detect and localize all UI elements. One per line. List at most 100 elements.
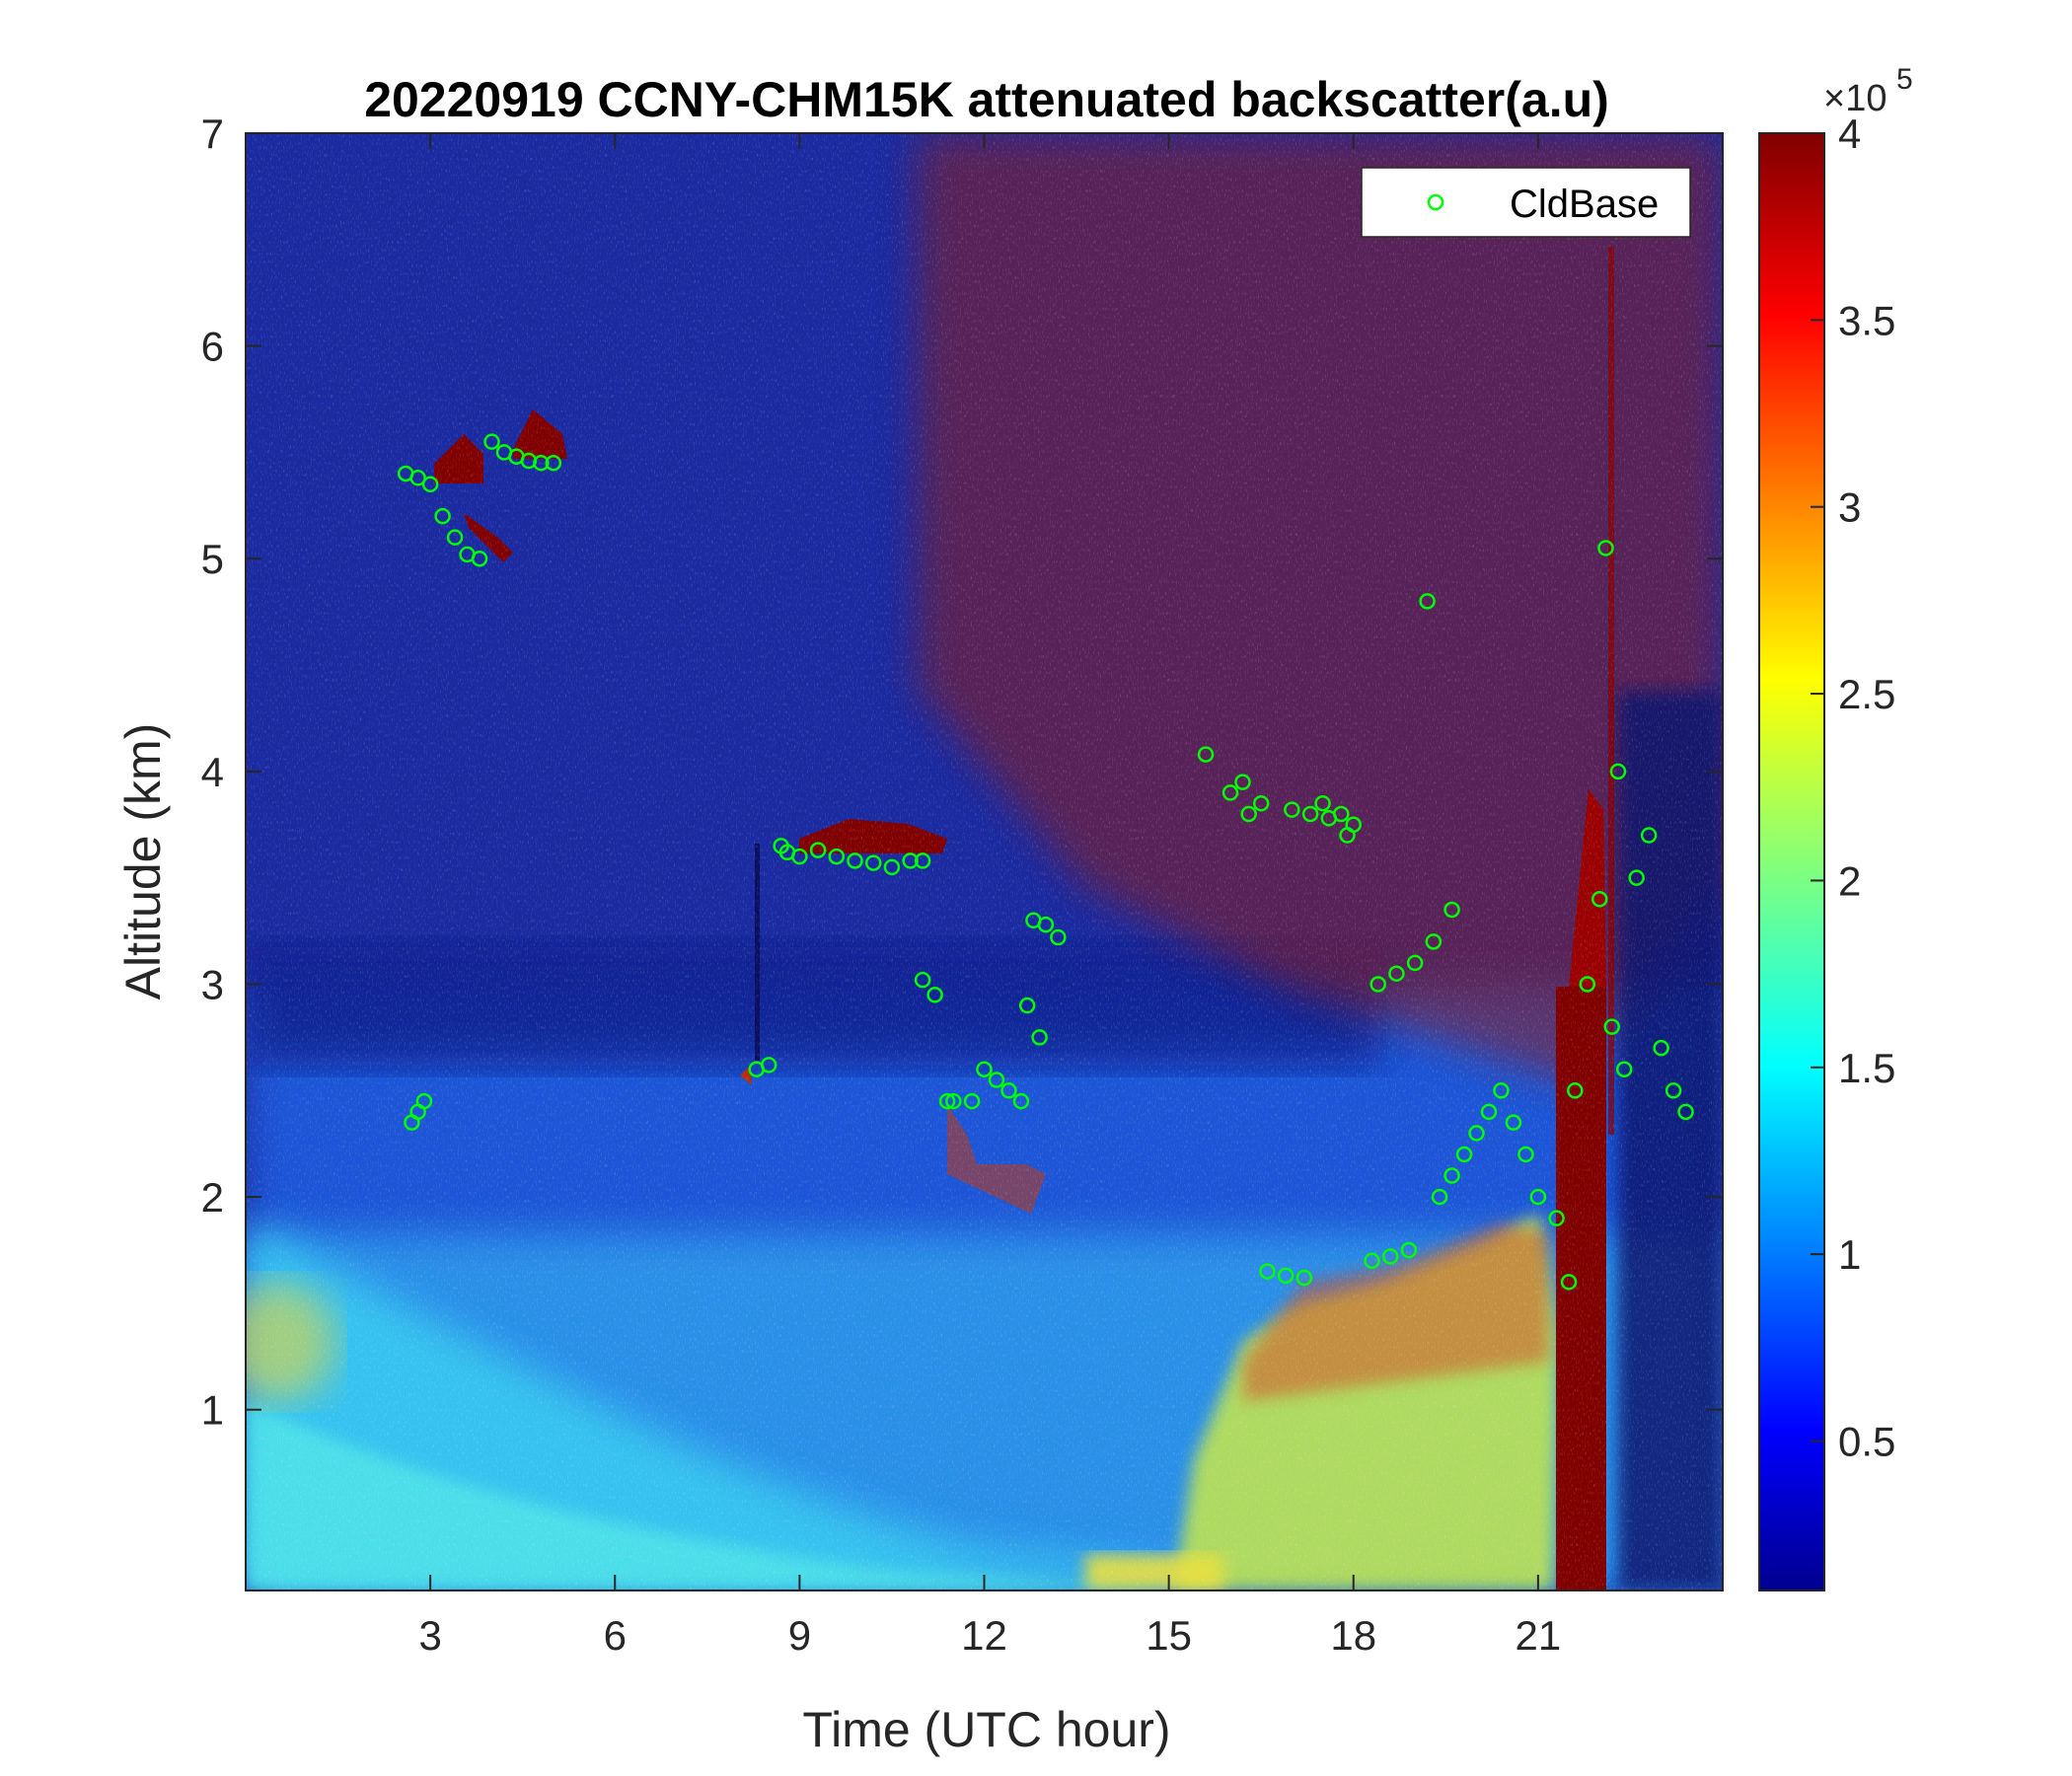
cldbase-point bbox=[1468, 1125, 1485, 1142]
cldbase-point bbox=[914, 971, 931, 989]
cldbase-point bbox=[1567, 1082, 1584, 1099]
cldbase-point bbox=[1364, 1252, 1380, 1270]
chart-title: 20220919 CCNY-CHM15K attenuated backscat… bbox=[364, 72, 1609, 127]
cldbase-point bbox=[545, 454, 562, 472]
cldbase-point bbox=[1615, 1061, 1633, 1077]
cldbase-point bbox=[809, 842, 827, 858]
cldbase-point bbox=[1603, 1018, 1620, 1035]
x-axis-label: Time (UTC hour) bbox=[802, 1702, 1170, 1757]
cldbase-point bbox=[1505, 1114, 1522, 1131]
x-tick-label: 3 bbox=[418, 1612, 441, 1659]
cldbase-point bbox=[1443, 1167, 1460, 1184]
cldbase-point bbox=[883, 858, 901, 876]
colorbar-frame bbox=[1758, 132, 1825, 1591]
cldbase-point bbox=[791, 848, 808, 865]
cldbase-point bbox=[446, 529, 464, 546]
y-tick-label: 6 bbox=[201, 324, 224, 370]
cldbase-point bbox=[1339, 827, 1356, 844]
y-tick-label: 2 bbox=[201, 1174, 224, 1221]
cldbase-point bbox=[1240, 805, 1257, 823]
y-axis-label: Altitude (km) bbox=[115, 723, 171, 1000]
cldbase-point bbox=[1369, 976, 1386, 993]
cldbase-point bbox=[1609, 763, 1627, 780]
cldbase-point bbox=[963, 1092, 981, 1110]
cldbase-point bbox=[1234, 774, 1251, 790]
cldbase-point bbox=[1443, 901, 1460, 919]
cldbase-point bbox=[1653, 1039, 1669, 1057]
cldbase-point bbox=[1579, 976, 1596, 993]
cldbase-point bbox=[988, 1072, 1005, 1088]
legend-entry-cldbase: CldBase bbox=[1510, 183, 1659, 226]
cldbase-point bbox=[1050, 928, 1067, 946]
cldbase-point bbox=[1597, 540, 1614, 556]
cldbase-point bbox=[1400, 1241, 1418, 1259]
legend: CldBase bbox=[1361, 167, 1691, 238]
colorbar-exponent-base: ×10 bbox=[1823, 78, 1887, 119]
colorbar-tick-label: 2 bbox=[1838, 857, 1861, 904]
cldbase-point bbox=[1419, 593, 1436, 610]
x-tick-label: 6 bbox=[604, 1612, 627, 1659]
y-tick-label: 7 bbox=[201, 111, 224, 157]
cldbase-point bbox=[1037, 916, 1055, 933]
cldbase-point bbox=[1677, 1103, 1694, 1121]
x-tick-label: 9 bbox=[788, 1612, 811, 1659]
cldbase-point bbox=[1018, 997, 1036, 1014]
colorbar-gradient bbox=[1759, 133, 1824, 1591]
cldbase-point bbox=[828, 848, 846, 865]
cldbase-point bbox=[864, 854, 882, 871]
cldbase-point bbox=[1548, 1210, 1565, 1226]
cldbase-point bbox=[1000, 1082, 1017, 1099]
colorbar-tick-label: 3.5 bbox=[1838, 297, 1895, 343]
cldbase-point bbox=[1295, 1269, 1313, 1287]
cldbase-point bbox=[1301, 805, 1319, 823]
x-tick-label: 18 bbox=[1330, 1612, 1376, 1659]
cldbase-point bbox=[847, 852, 863, 869]
colorbar-tick-label: 4 bbox=[1838, 111, 1861, 157]
cldbase-point bbox=[1381, 1248, 1399, 1265]
colorbar: 0.5 1 1.5 2 2.5 3 3.5 4 ×10 5 bbox=[1758, 63, 1913, 1591]
cldbase-point bbox=[1259, 1263, 1276, 1280]
colorbar-tick-label: 1.5 bbox=[1838, 1045, 1895, 1091]
y-tick-label: 5 bbox=[201, 536, 224, 582]
cldbase-point bbox=[902, 852, 919, 869]
colorbar-tick-label: 3 bbox=[1838, 484, 1861, 531]
y-tick-label: 1 bbox=[201, 1387, 224, 1434]
cldbase-point bbox=[1406, 954, 1424, 972]
y-axis: 1 2 3 4 5 6 7 bbox=[201, 111, 1723, 1434]
cldbase-point bbox=[976, 1061, 993, 1077]
x-tick-label: 12 bbox=[961, 1612, 1007, 1659]
cldbase-scatter bbox=[397, 433, 1694, 1291]
cldbase-point bbox=[1628, 869, 1645, 886]
cldbase-point bbox=[1640, 827, 1658, 844]
cldbase-point bbox=[533, 454, 550, 472]
x-tick-label: 15 bbox=[1146, 1612, 1192, 1659]
cldbase-point bbox=[1252, 794, 1270, 812]
cldbase-point bbox=[1012, 1092, 1030, 1110]
colorbar-tick-label: 2.5 bbox=[1838, 671, 1895, 717]
cldbase-point bbox=[415, 1092, 433, 1110]
cldbase-point bbox=[421, 476, 439, 493]
cldbase-point bbox=[945, 1092, 962, 1110]
cldbase-point bbox=[760, 1057, 777, 1073]
cldbase-point bbox=[914, 852, 931, 869]
cldbase-point bbox=[1284, 801, 1300, 818]
backscatter-heatmap bbox=[246, 133, 1723, 1591]
cldbase-point bbox=[1431, 1188, 1448, 1206]
colorbar-exponent-power: 5 bbox=[1896, 63, 1913, 96]
y-tick-label: 4 bbox=[201, 749, 224, 795]
colorbar-tick-label: 0.5 bbox=[1838, 1419, 1895, 1465]
legend-box bbox=[1361, 167, 1691, 238]
cldbase-point bbox=[434, 507, 451, 525]
x-axis: 3 6 9 12 15 18 21 bbox=[418, 133, 1561, 1659]
cldbase-point bbox=[926, 987, 943, 1003]
colorbar-tick-label: 1 bbox=[1838, 1231, 1861, 1278]
cldbase-point bbox=[483, 433, 500, 450]
cldbase-point bbox=[1591, 890, 1608, 908]
cldbase-point bbox=[1388, 965, 1405, 982]
cldbase-point bbox=[1031, 1029, 1048, 1046]
y-tick-label: 3 bbox=[201, 961, 224, 1007]
cldbase-point bbox=[1493, 1082, 1510, 1099]
cldbase-point bbox=[938, 1092, 956, 1110]
cldbase-point bbox=[1277, 1267, 1295, 1285]
